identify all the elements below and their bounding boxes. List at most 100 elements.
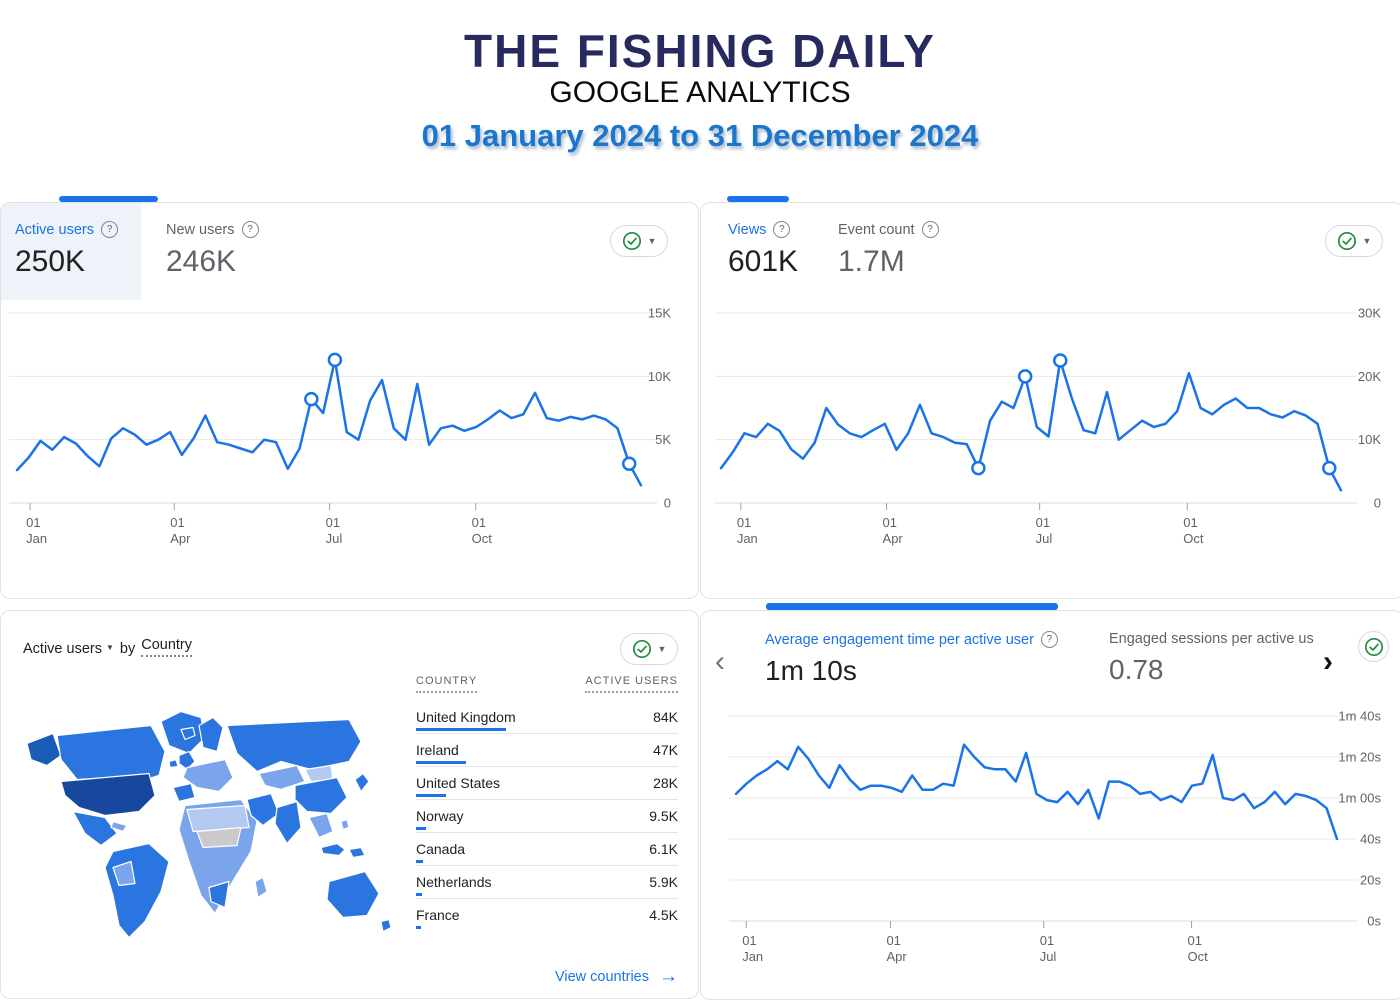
svg-text:Jul: Jul — [1036, 531, 1053, 546]
metric-engaged-sessions[interactable]: Engaged sessions per active us 0.78 — [1109, 631, 1323, 686]
active-users-panel: Active users ? 250K New users ? 246K ▼ 1… — [0, 202, 699, 599]
metric-avg-engagement-time[interactable]: Average engagement time per active user … — [765, 631, 1058, 687]
svg-text:0: 0 — [1374, 496, 1381, 511]
country-value-bar — [416, 860, 423, 863]
country-value: 5.9K — [649, 874, 678, 890]
svg-text:01: 01 — [326, 515, 340, 530]
country-row: Ireland 47K — [416, 734, 678, 767]
column-header-country[interactable]: COUNTRY — [416, 675, 478, 693]
country-panel: Active users ▼ by Country ▼ — [0, 610, 699, 999]
country-table: COUNTRY ACTIVE USERS United Kingdom 84K Ir… — [416, 675, 678, 931]
page-subtitle: GOOGLE ANALYTICS — [549, 76, 851, 109]
dimension-metric-selector[interactable]: Active users — [23, 641, 102, 657]
metric-label: Event count — [838, 221, 915, 238]
data-quality-indicator[interactable] — [1358, 631, 1389, 662]
svg-text:Jan: Jan — [737, 531, 758, 546]
svg-text:Oct: Oct — [1183, 531, 1204, 546]
selected-metric-highlight — [1, 203, 141, 300]
view-countries-label: View countries — [554, 969, 649, 985]
svg-text:Oct: Oct — [1188, 949, 1209, 964]
svg-text:30K: 30K — [1358, 306, 1381, 321]
metric-value: 0.78 — [1109, 654, 1164, 685]
country-value: 47K — [653, 742, 678, 758]
engagement-panel: ‹ Average engagement time per active use… — [700, 610, 1400, 1000]
country-row: Canada 6.1K — [416, 833, 678, 866]
check-circle-icon — [622, 231, 641, 251]
metric-value: 246K — [166, 245, 237, 278]
metric-views[interactable]: Views ? 601K — [728, 221, 798, 279]
views-line-chart[interactable]: 30K 20K 10K 0 01 Jan 01 Apr 01 Jul 01 Oct — [713, 301, 1397, 561]
country-value: 84K — [653, 709, 678, 725]
view-countries-link[interactable]: View countries → — [555, 966, 678, 988]
country-row: Norway 9.5K — [416, 800, 678, 833]
country-name: Ireland — [416, 742, 459, 758]
metric-label: New users — [166, 221, 235, 238]
svg-text:Apr: Apr — [883, 531, 904, 546]
metric-value: 250K — [15, 245, 86, 278]
svg-text:10K: 10K — [648, 369, 671, 384]
metric-label: Views — [728, 221, 767, 238]
svg-text:01: 01 — [1183, 515, 1197, 530]
engagement-line-chart[interactable]: 1m 40s 1m 20s 1m 00s 40s 20s 0s 01 Jan 01 Apr 01 Ju… — [713, 701, 1397, 969]
metric-event-count[interactable]: Event count ? 1.7M — [838, 221, 939, 279]
country-value: 28K — [653, 775, 678, 791]
country-row: United Kingdom 84K — [416, 701, 678, 734]
country-value-bar — [416, 827, 426, 830]
svg-text:0s: 0s — [1367, 914, 1381, 929]
svg-text:01: 01 — [883, 515, 897, 530]
data-quality-dropdown[interactable]: ▼ — [610, 225, 668, 257]
help-icon[interactable]: ? — [100, 221, 118, 238]
active-users-tab-indicator[interactable] — [59, 196, 158, 202]
svg-text:40s: 40s — [1360, 832, 1381, 847]
svg-text:20K: 20K — [1358, 369, 1381, 384]
metric-value: 1.7M — [838, 245, 905, 278]
data-quality-dropdown[interactable]: ▼ — [1325, 225, 1383, 257]
svg-text:0: 0 — [664, 496, 671, 511]
svg-text:01: 01 — [26, 515, 40, 530]
country-name: Netherlands — [416, 874, 492, 890]
page-title: THE FISHING DAILY — [464, 25, 936, 77]
svg-text:Apr: Apr — [886, 949, 907, 964]
world-map-choropleth[interactable] — [13, 697, 403, 952]
country-value-bar — [416, 761, 466, 764]
svg-text:15K: 15K — [648, 306, 671, 321]
dimension-selector[interactable]: Country — [141, 637, 193, 657]
svg-text:01: 01 — [1040, 933, 1054, 948]
svg-text:01: 01 — [737, 515, 751, 530]
help-icon[interactable]: ? — [921, 221, 939, 238]
views-tab-indicator[interactable] — [727, 196, 789, 202]
chevron-down-icon: ▼ — [657, 644, 667, 654]
svg-text:1m 40s: 1m 40s — [1338, 709, 1381, 724]
active-users-line-chart[interactable]: 15K 10K 5K 0 01 Jan 01 Apr 01 Jul 01 Oct — [7, 301, 692, 561]
svg-text:01: 01 — [886, 933, 900, 948]
metric-value: 1m 10s — [765, 655, 857, 686]
country-value-bar — [416, 893, 422, 896]
svg-text:1m 00s: 1m 00s — [1338, 791, 1381, 806]
check-circle-icon — [1364, 637, 1383, 656]
date-range: 01 January 2024 to 31 December 2024 — [421, 118, 979, 153]
arrow-right-icon: → — [659, 966, 678, 987]
svg-text:01: 01 — [1036, 515, 1050, 530]
metric-label: Engaged sessions per active us — [1109, 631, 1314, 647]
metric-active-users[interactable]: Active users ? 250K — [15, 221, 118, 279]
by-label: by — [119, 641, 136, 657]
help-icon[interactable]: ? — [241, 221, 259, 238]
metric-label: Average engagement time per active user — [765, 631, 1034, 648]
country-value: 4.5K — [649, 907, 678, 923]
svg-text:Oct: Oct — [472, 531, 493, 546]
metric-new-users[interactable]: New users ? 246K — [166, 221, 259, 279]
country-value-bar — [416, 926, 421, 929]
chevron-left-icon[interactable]: ‹ — [715, 645, 725, 678]
chevron-right-icon[interactable]: › — [1323, 645, 1333, 678]
svg-text:Jan: Jan — [26, 531, 47, 546]
country-row: Netherlands 5.9K — [416, 866, 678, 899]
chevron-down-icon: ▼ — [105, 642, 114, 652]
help-icon[interactable]: ? — [773, 221, 791, 238]
engagement-tab-indicator[interactable] — [766, 603, 1058, 610]
help-icon[interactable]: ? — [1040, 631, 1058, 648]
svg-text:Apr: Apr — [170, 531, 191, 546]
column-header-active-users[interactable]: ACTIVE USERS — [585, 675, 678, 693]
svg-text:20s: 20s — [1360, 873, 1381, 888]
data-quality-dropdown[interactable]: ▼ — [620, 633, 678, 665]
svg-text:1m 20s: 1m 20s — [1338, 750, 1381, 765]
